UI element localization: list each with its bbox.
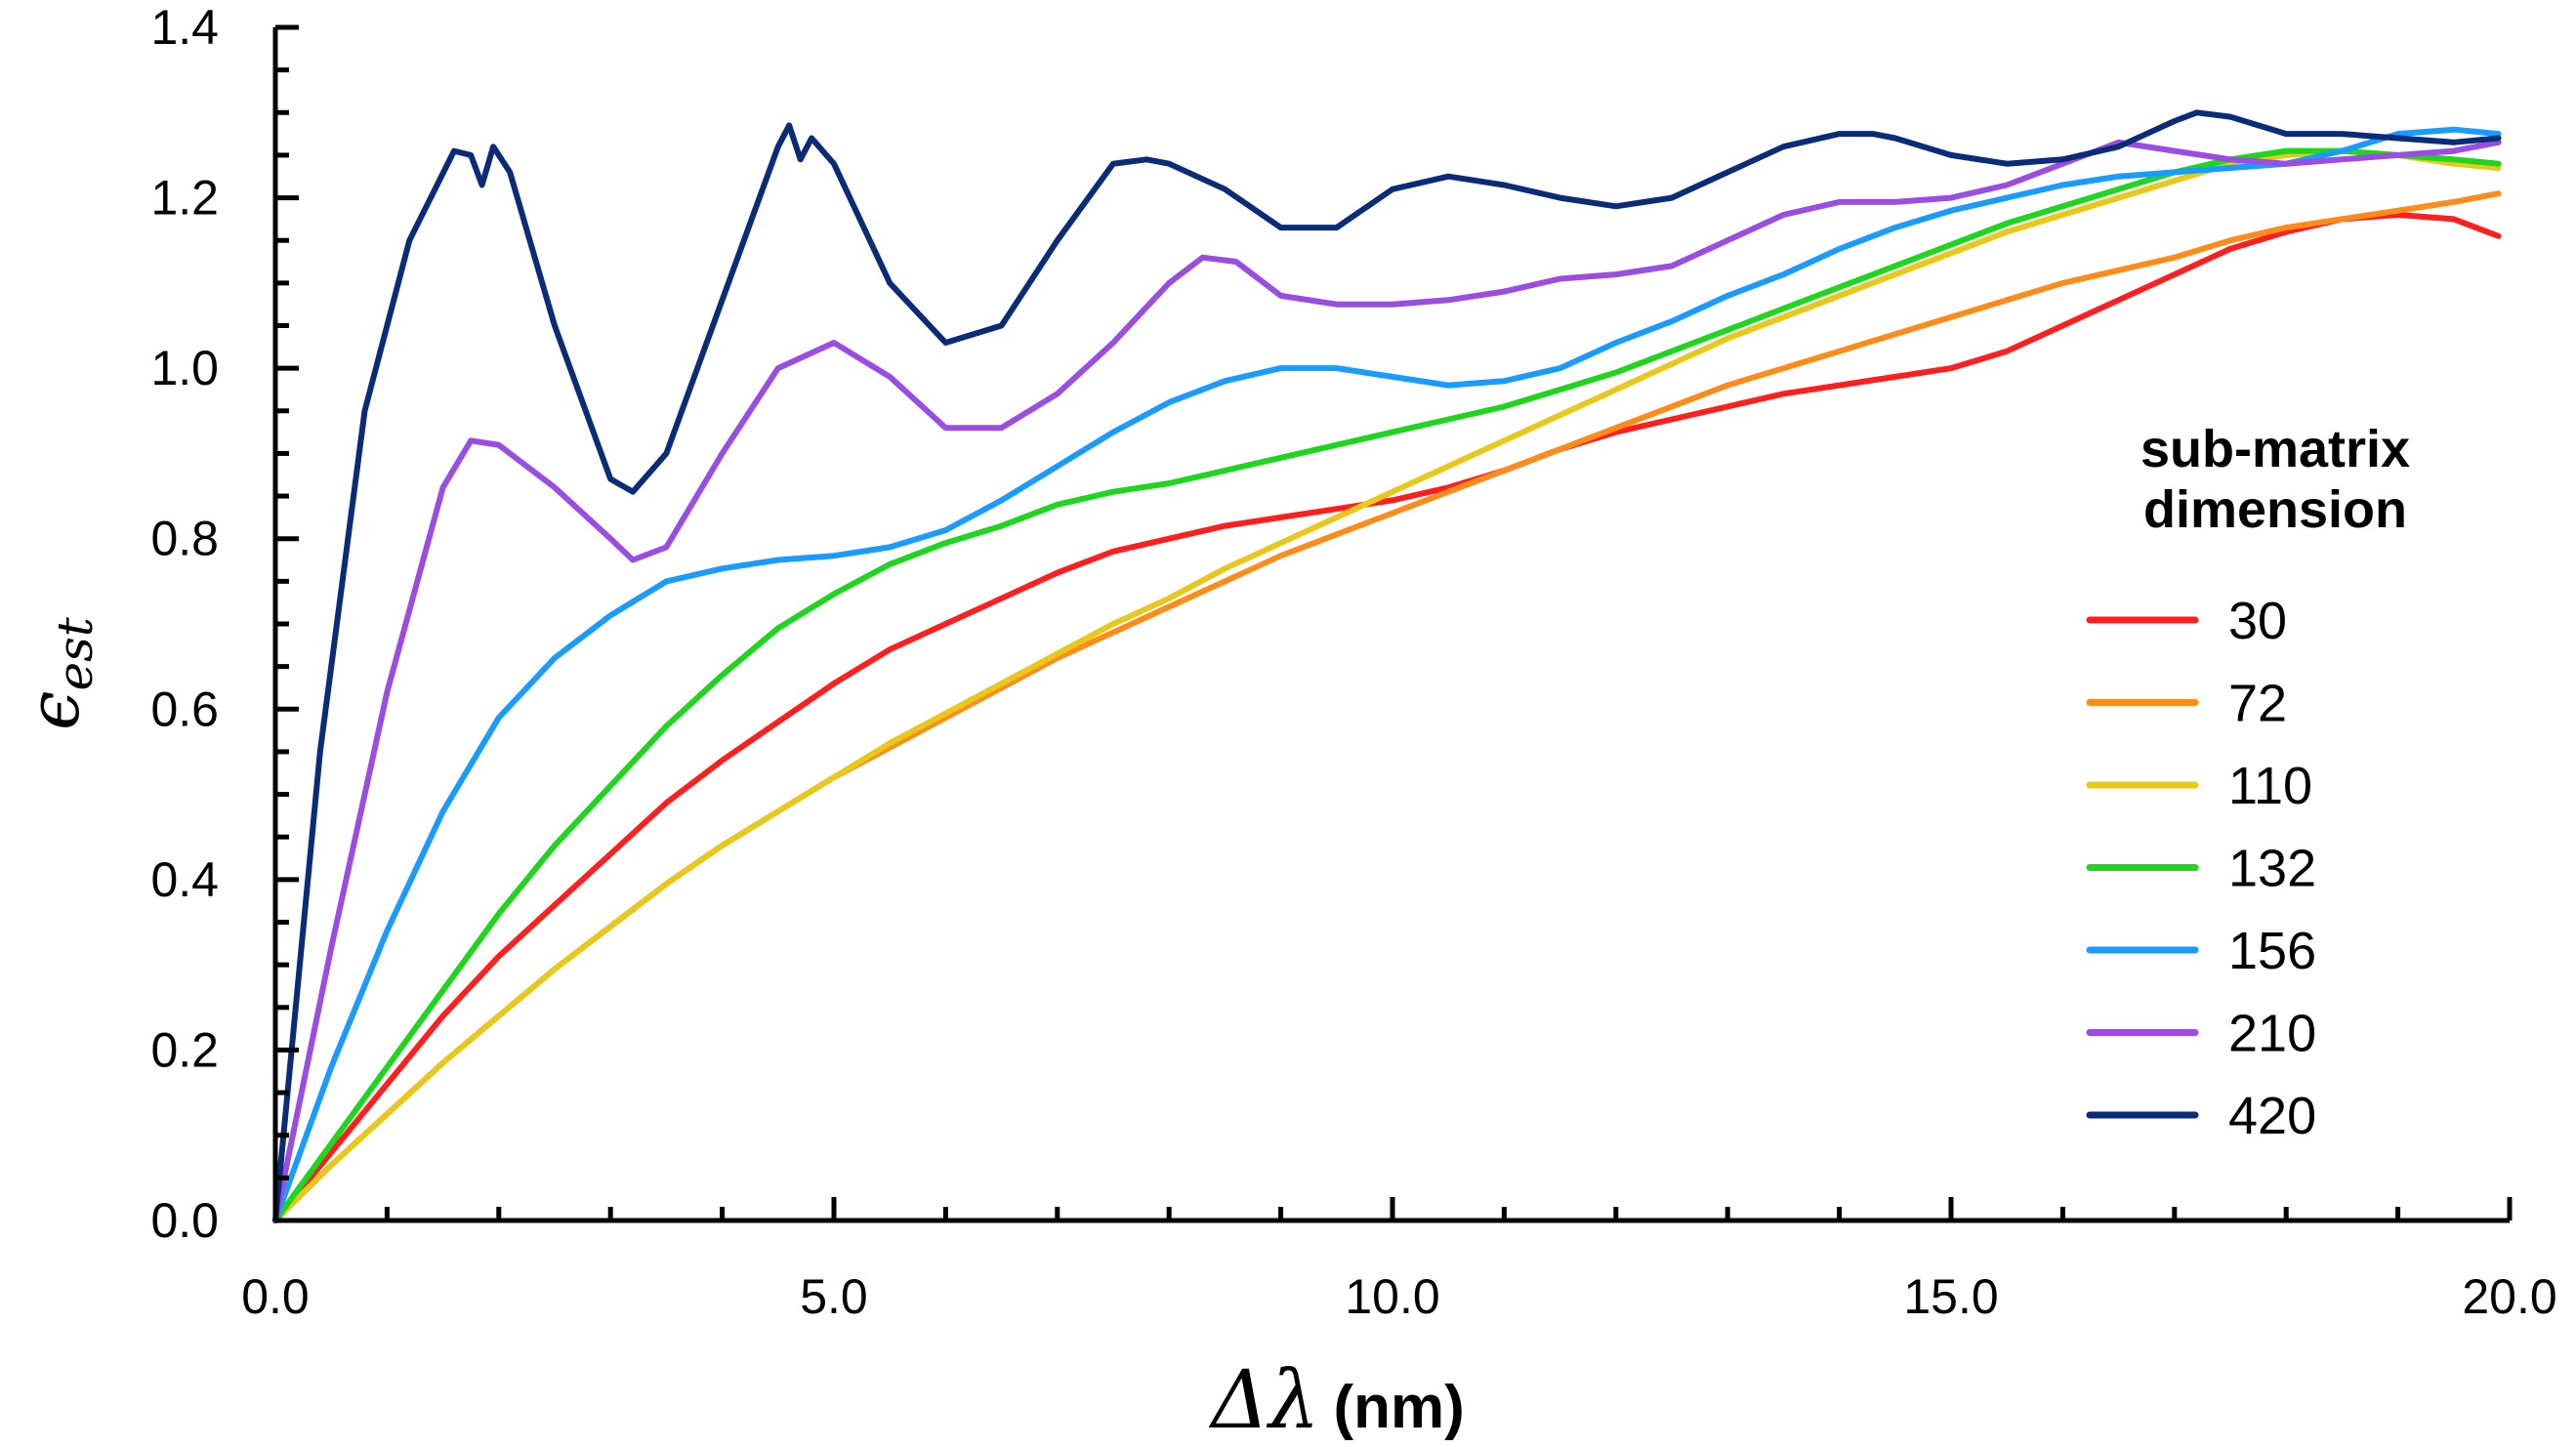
x-tick-label: 15.0 (1903, 1269, 1998, 1324)
legend-label-72: 72 (2228, 675, 2287, 733)
y-axis-symbol: ϵ (13, 691, 95, 730)
axes: 0.0 0.2 0.4 0.6 0.8 1.0 1.2 1.4 0.0 5.0 10.0 15.0 2… (150, 0, 2556, 1324)
y-tick-label: 0.8 (150, 512, 219, 566)
series-line-420 (272, 109, 2502, 1223)
y-axis-title: ϵest (13, 616, 104, 730)
y-tick-label: 0.0 (150, 1193, 219, 1248)
legend-title-line2: dimension (2143, 480, 2407, 539)
y-tick-label: 1.2 (150, 171, 219, 226)
series-line-72 (272, 190, 2502, 1223)
x-ticks: 0.0 5.0 10.0 15.0 20.0 (241, 1197, 2557, 1324)
y-tick-label: 1.4 (150, 0, 219, 55)
svg-text:Δλ(nm): Δλ (nm) (1208, 1354, 1465, 1447)
y-tick-label: 0.4 (150, 852, 219, 907)
series-line-30 (272, 212, 2502, 1223)
legend-title-line1: sub-matrix (2140, 420, 2410, 478)
series-line-132 (272, 147, 2502, 1223)
x-tick-label: 5.0 (800, 1269, 868, 1324)
series-line-110 (272, 147, 2502, 1223)
y-tick-label: 1.0 (150, 341, 219, 395)
legend-label-156: 156 (2228, 922, 2316, 980)
x-axis-title: Δλ (nm) (1208, 1354, 1465, 1447)
legend-items: 30 72 110 132 156 210 420 (2086, 592, 2316, 1145)
series-line-210 (272, 139, 2502, 1223)
y-ticks: 0.0 0.2 0.4 0.6 0.8 1.0 1.2 1.4 (150, 0, 299, 1248)
x-axis-symbol: Δλ (1208, 1354, 1319, 1447)
x-tick-label: 0.0 (241, 1269, 310, 1324)
legend-label-30: 30 (2228, 592, 2287, 650)
legend-label-420: 420 (2228, 1087, 2316, 1145)
y-tick-label: 0.2 (150, 1022, 219, 1077)
series-line-156 (272, 126, 2502, 1223)
legend: sub-matrix dimension 30 72 110 132 156 210 420 (2086, 420, 2410, 1145)
y-tick-label: 0.6 (150, 682, 219, 736)
x-axis-unit: (nm) (1333, 1374, 1464, 1441)
legend-label-210: 210 (2228, 1005, 2316, 1063)
series-layer (272, 109, 2502, 1223)
legend-label-132: 132 (2228, 840, 2316, 898)
legend-label-110: 110 (2228, 757, 2312, 815)
y-axis-subscript: est (47, 616, 104, 690)
x-tick-label: 20.0 (2462, 1269, 2556, 1324)
svg-text:ϵest: ϵest (13, 616, 104, 730)
x-tick-label: 10.0 (1345, 1269, 1439, 1324)
